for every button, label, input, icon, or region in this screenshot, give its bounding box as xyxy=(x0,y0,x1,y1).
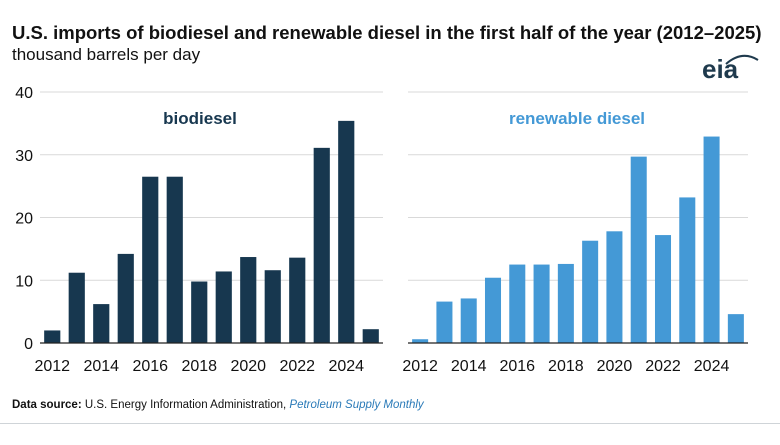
bar-2018 xyxy=(191,281,208,343)
bar-2016 xyxy=(509,264,526,343)
footer-divider xyxy=(0,423,780,424)
x-tick-label: 2022 xyxy=(645,358,681,375)
x-tick-label: 2024 xyxy=(694,358,730,375)
bar-2017 xyxy=(166,176,183,343)
x-tick-label: 2020 xyxy=(597,358,633,375)
bar-2015 xyxy=(117,253,134,343)
bar-2024 xyxy=(338,120,355,344)
bar-2025 xyxy=(362,329,379,343)
bar-2025 xyxy=(727,314,744,343)
chart-title: U.S. imports of biodiesel and renewable … xyxy=(12,22,762,43)
x-tick-label: 2018 xyxy=(181,358,217,375)
bar-2019 xyxy=(582,240,599,343)
y-tick-label: 10 xyxy=(15,273,33,290)
bar-2021 xyxy=(264,270,281,343)
x-tick-label: 2022 xyxy=(279,358,315,375)
bar-2017 xyxy=(533,264,550,343)
panel-title: biodiesel xyxy=(163,109,237,128)
bar-2018 xyxy=(557,263,574,343)
bar-2012 xyxy=(412,339,429,343)
bar-2022 xyxy=(654,235,672,343)
y-tick-label: 0 xyxy=(24,336,33,353)
bar-2023 xyxy=(679,197,696,343)
x-tick-label: 2012 xyxy=(34,358,70,375)
data-source: Data source: U.S. Energy Information Adm… xyxy=(12,399,424,411)
x-tick-label: 2012 xyxy=(402,358,438,375)
x-tick-label: 2016 xyxy=(132,358,168,375)
bar-2013 xyxy=(68,272,85,343)
bar-2024 xyxy=(703,136,720,343)
chart-subtitle: thousand barrels per day xyxy=(12,45,201,64)
bar-2021 xyxy=(630,156,647,343)
source-text: U.S. Energy Information Administration, xyxy=(84,399,287,411)
bar-2012 xyxy=(44,330,61,343)
eia-logo: eia xyxy=(702,54,739,84)
bar-2016 xyxy=(142,176,159,343)
bar-2022 xyxy=(289,257,306,343)
bar-2013 xyxy=(436,301,453,343)
bar-2020 xyxy=(606,231,623,343)
y-tick-label: 40 xyxy=(15,85,33,102)
bar-2019 xyxy=(215,271,232,343)
bar-2015 xyxy=(484,277,502,343)
y-tick-label: 30 xyxy=(15,148,33,165)
x-tick-label: 2014 xyxy=(83,358,119,375)
bar-2023 xyxy=(313,147,330,343)
y-tick-label: 20 xyxy=(15,211,33,228)
x-tick-label: 2018 xyxy=(548,358,584,375)
panel-title: renewable diesel xyxy=(509,109,645,128)
x-tick-label: 2024 xyxy=(328,358,364,375)
x-tick-label: 2014 xyxy=(451,358,487,375)
bar-2020 xyxy=(240,257,257,343)
x-tick-label: 2020 xyxy=(230,358,266,375)
bar-2014 xyxy=(460,298,477,343)
source-publication-link[interactable]: Petroleum Supply Monthly xyxy=(289,399,424,411)
x-tick-label: 2016 xyxy=(499,358,535,375)
bar-2014 xyxy=(93,304,110,343)
eia-logo-arc-icon xyxy=(725,54,759,65)
source-label: Data source: xyxy=(12,399,82,411)
